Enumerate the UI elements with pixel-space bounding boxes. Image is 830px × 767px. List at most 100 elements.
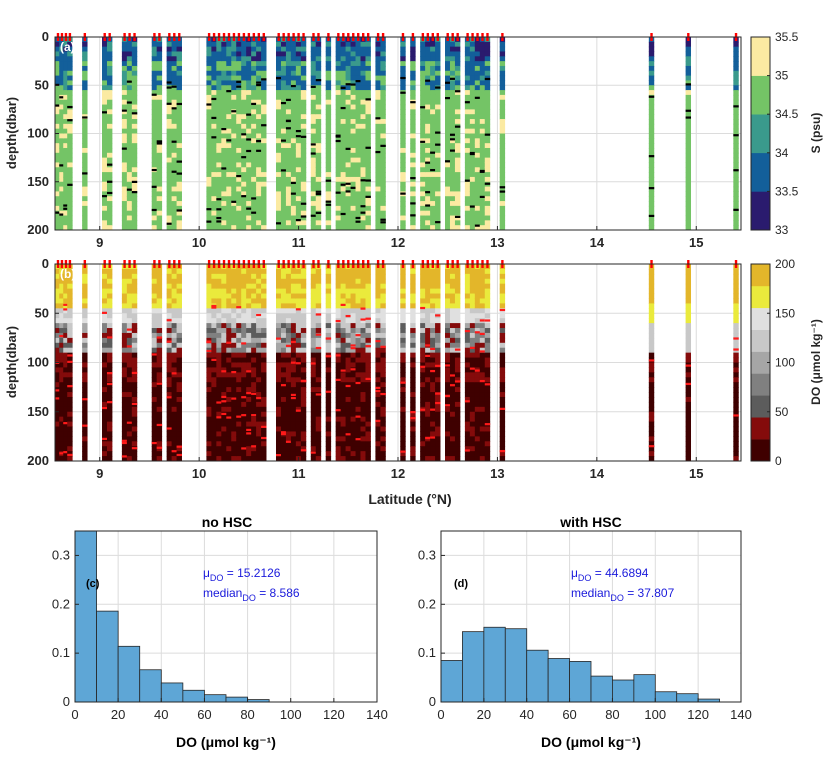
profile-cell [261,191,267,197]
profile-cell [211,65,217,72]
profile-cell [63,215,69,221]
profile-cell [246,176,252,183]
profile-marker-line [315,192,322,196]
profile-cell [241,268,247,275]
colorbar-segment [751,114,770,154]
profile-cell [171,293,178,300]
profile-cell [380,323,386,329]
profile-cell [325,367,332,373]
profile-cell [151,342,158,349]
profile-cell [236,328,242,334]
profile-cell [251,61,257,67]
profile-cell [241,431,247,437]
profile-cell [648,70,655,77]
profile-cell [360,328,366,334]
profile-cell [67,268,73,275]
profile-cell [648,56,655,62]
profile-cell [400,387,406,393]
profile-cell [380,56,386,62]
profile-column [236,37,242,230]
profile-cell [410,451,416,457]
profile-cell [261,70,267,77]
profile-cell [221,128,227,135]
profile-cell [126,278,133,285]
profile-cell [325,205,332,212]
profile-cell [499,167,506,173]
profile-cell [55,426,61,433]
profile-cell [464,225,471,230]
profile-marker-line [275,337,282,340]
profile-cell [131,421,138,428]
profile-cell [325,268,332,275]
profile-cell [231,172,237,178]
profile-cell [261,176,267,183]
profile-cell [685,46,692,53]
profile-cell [176,94,182,101]
profile-cell [464,75,471,82]
profile-cell [261,337,267,344]
profile-cell [256,451,262,457]
profile-cell [67,387,73,393]
profile-cell [648,119,655,125]
profile-cell [216,273,222,280]
profile-cell [350,152,356,159]
profile-cell [106,147,113,154]
profile-cell [216,157,222,164]
profile-cell [206,123,212,130]
profile-marker-line [355,80,361,83]
profile-cell [211,41,217,48]
profile-cell [102,85,108,91]
profile-cell [67,41,73,48]
profile-cell [280,308,287,314]
profile-cell [350,167,356,173]
profile-cell [285,56,292,62]
profile-cell [410,41,416,48]
profile-cell [226,220,232,226]
profile-cell [126,75,133,82]
profile-cell [290,201,297,207]
profile-cell [171,382,178,388]
profile-cell [648,162,655,168]
profile-cell [236,167,242,173]
profile-cell [295,51,302,57]
profile-column [280,37,287,230]
profile-cell [216,128,222,135]
profile-cell [335,431,342,437]
profile-cell [365,147,371,154]
profile-cell [300,191,307,197]
profile-marker-line [156,423,163,427]
profile-marker-line [176,453,182,457]
profile-cell [171,268,178,275]
profile-cell [345,172,351,178]
profile-cell [335,147,342,154]
profile-cell [648,90,655,96]
profile-cell [410,90,416,96]
profile-cell [375,75,381,82]
profile-cell [365,104,371,110]
profile-cell [315,90,322,96]
profile-cell [59,114,65,120]
profile-cell [454,201,461,207]
profile-cell [300,382,307,388]
profile-cell [325,172,332,178]
profile-cell [435,99,441,106]
profile-cell [479,41,486,48]
profile-cell [300,215,307,221]
profile-cell [216,225,222,230]
profile-cell [261,278,267,285]
profile-cell [156,268,163,275]
profile-cell [469,181,476,188]
profile-cell [290,382,297,388]
profile-cell [63,308,69,314]
profile-cell [206,114,212,120]
profile-cell [106,186,113,192]
profile-cell [241,377,247,383]
profile-cell [275,288,282,295]
profile-cell [484,176,491,183]
profile-cell [63,196,69,202]
profile-marker-line [425,191,431,194]
profile-cell [256,382,262,388]
profile-cell [445,152,451,159]
profile-cell [221,56,227,62]
profile-cell [156,210,163,217]
